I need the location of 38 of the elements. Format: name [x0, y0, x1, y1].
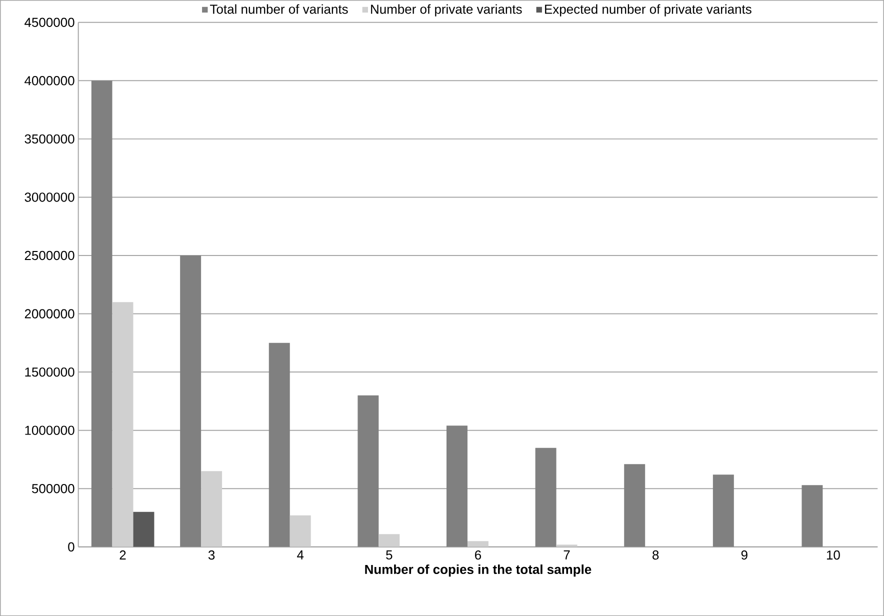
x-tick-label: 6 — [475, 550, 482, 560]
y-tick-label: 500000 — [32, 484, 74, 494]
bar — [91, 80, 112, 547]
bar — [624, 464, 646, 547]
y-tick-label: 2500000 — [24, 250, 74, 260]
bar — [802, 485, 823, 547]
bar — [180, 255, 202, 547]
legend-label: Expected number of private variants — [545, 4, 752, 16]
y-tick-label: 1000000 — [25, 426, 74, 435]
x-tick-label: 8 — [652, 550, 659, 560]
bar — [268, 342, 290, 547]
x-axis-title: Number of copies in the total sample — [365, 564, 592, 576]
bar — [133, 512, 154, 547]
bar — [112, 302, 134, 547]
y-tick-label: 3500000 — [24, 134, 74, 144]
bar — [201, 471, 222, 547]
bar — [446, 426, 468, 547]
legend-label: Number of private variants — [371, 4, 522, 16]
legend-label: Total number of variants — [210, 4, 348, 14]
x-tick-label: 2 — [120, 550, 126, 560]
bar — [378, 534, 400, 547]
x-tick-label: 9 — [741, 550, 748, 560]
y-tick-label: 1500000 — [25, 367, 74, 377]
bar — [535, 448, 556, 547]
y-tick-label: 3000000 — [24, 192, 74, 202]
y-tick-label: 4500000 — [24, 18, 74, 27]
y-tick-label: 0 — [68, 542, 74, 552]
x-tick-label: 10 — [826, 550, 840, 560]
bar — [358, 395, 379, 547]
y-tick-label: 4000000 — [24, 76, 74, 86]
bar — [290, 515, 311, 547]
bar — [467, 540, 488, 547]
x-tick-label: 4 — [297, 550, 304, 560]
x-tick-label: 3 — [208, 550, 215, 560]
x-tick-label: 5 — [386, 550, 392, 560]
bar — [712, 474, 734, 547]
y-tick-label: 2000000 — [24, 309, 74, 318]
x-tick-label: 7 — [564, 550, 570, 560]
